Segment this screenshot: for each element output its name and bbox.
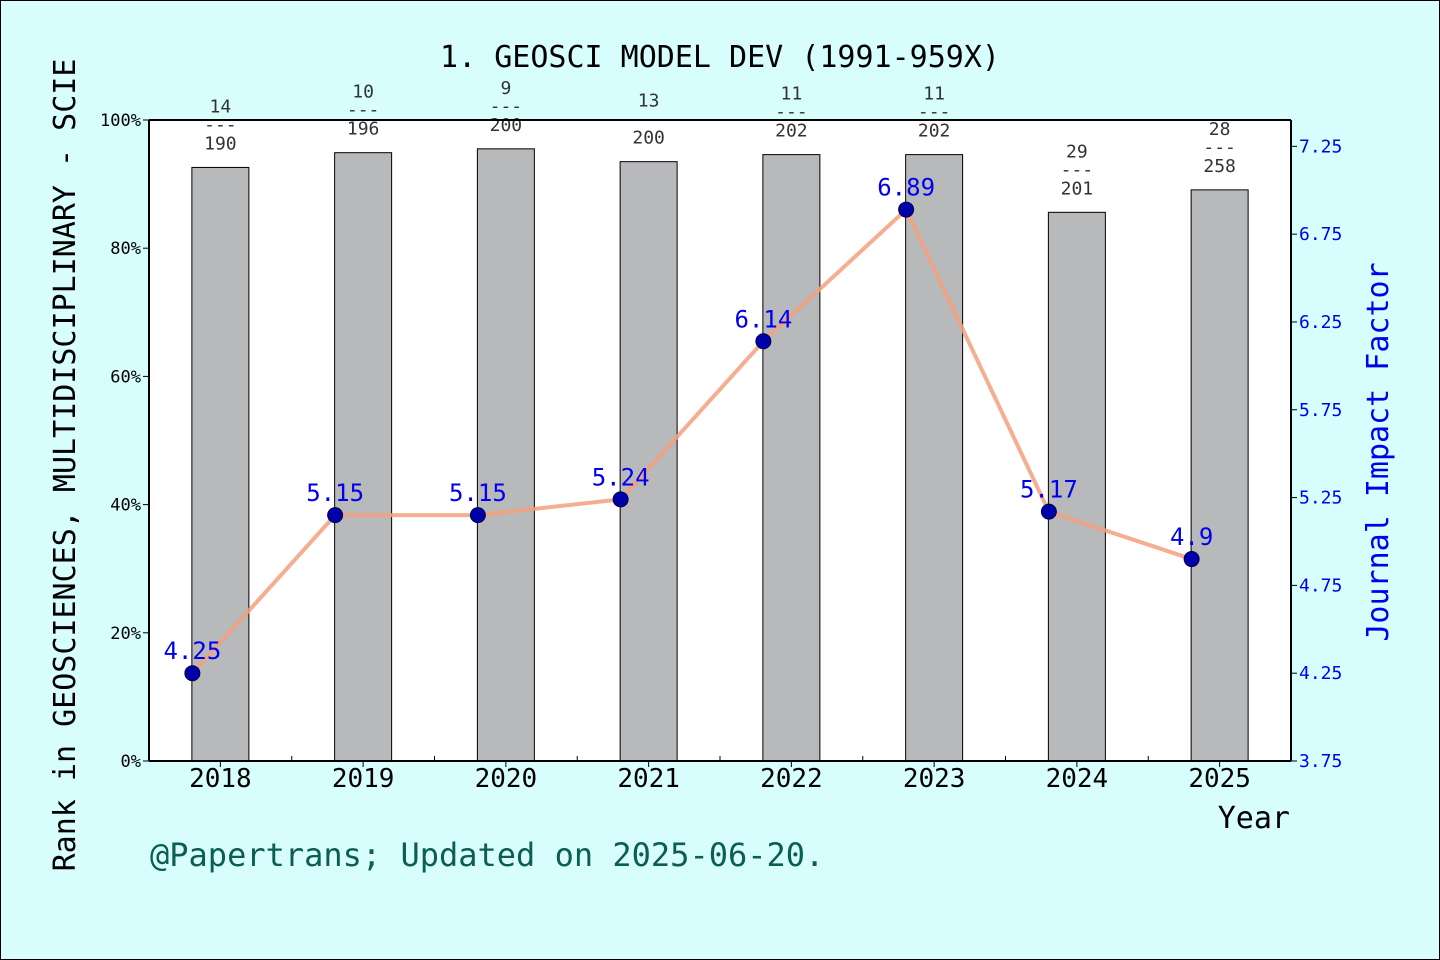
rank-separator-2018: --- — [204, 114, 237, 135]
rank-total-2025: 258 — [1203, 156, 1236, 177]
impact-marker-2023 — [898, 201, 915, 218]
rank-label-2022: 11 — [781, 84, 803, 105]
rank-total-2021: 200 — [632, 128, 665, 149]
impact-factor-line — [190, 207, 1193, 675]
impact-value-2018: 4.25 — [163, 637, 221, 665]
x-tick-label-2023: 2023 — [903, 764, 966, 794]
impact-marker-2024 — [1040, 503, 1057, 520]
y-tick-label: 40% — [110, 496, 141, 516]
rank-labels-layer: 14---19010---1969---20013---20011---2021… — [204, 78, 1236, 199]
rank-separator-2019: --- — [347, 100, 380, 121]
x-tick-label-2020: 2020 — [475, 764, 538, 794]
bar-2019 — [334, 152, 393, 762]
y-axis-label: Rank in GEOSCIENCES, MULTIDISCIPLINARY -… — [48, 59, 83, 872]
y2-tick-label: 4.75 — [1299, 575, 1342, 596]
impact-value-2020: 5.15 — [449, 479, 507, 507]
rank-separator-2024: --- — [1061, 159, 1094, 180]
y-tick-label: 60% — [110, 367, 141, 387]
impact-value-2019: 5.15 — [306, 479, 364, 507]
rank-total-2023: 202 — [918, 121, 951, 142]
y2-tick-label: 6.75 — [1299, 224, 1342, 245]
impact-marker-2025 — [1183, 551, 1200, 568]
y-tick-label: 100% — [100, 111, 141, 131]
x-tick-label-2018: 2018 — [189, 764, 252, 794]
bar-2018 — [191, 166, 250, 762]
bar-2025 — [1190, 189, 1249, 762]
impact-value-2023: 6.89 — [877, 174, 935, 202]
rank-label-2018: 14 — [210, 96, 232, 117]
bar-2022 — [762, 154, 821, 762]
y2-tick-label: 5.75 — [1299, 400, 1342, 421]
impact-marker-2020 — [469, 507, 486, 524]
impact-value-2021: 5.24 — [592, 463, 650, 491]
impact-marker-2019 — [327, 507, 344, 524]
rank-label-2023: 11 — [923, 84, 945, 105]
rank-label-2020: 9 — [500, 78, 511, 99]
rank-label-2025: 28 — [1209, 119, 1231, 140]
rank-total-2024: 201 — [1061, 178, 1094, 199]
y-tick-label: 20% — [110, 624, 141, 644]
impact-value-2024: 5.17 — [1020, 476, 1078, 504]
line-layer: 4.25 5.15 5.15 5.24 6.14 6.89 5.17 4.9 — [163, 174, 1213, 682]
y2-tick-label: 6.25 — [1299, 312, 1342, 333]
y2-tick-label: 5.25 — [1299, 488, 1342, 509]
y2-tick-label: 4.25 — [1299, 663, 1342, 684]
rank-separator-2020: --- — [490, 96, 523, 117]
axes-layer: 0% 20% 40% 60% 80% 100% 3.75 4.25 4.75 5.25 5.75 6.… — [100, 111, 1342, 794]
y2-tick-label: 7.25 — [1299, 136, 1342, 157]
y2-axis-label: Journal Impact Factor — [1361, 262, 1396, 641]
rank-label-2021: 13 — [638, 91, 660, 112]
rank-separator-2025: --- — [1203, 137, 1236, 158]
rank-label-2019: 10 — [352, 82, 374, 103]
rank-separator-2023: --- — [918, 102, 951, 123]
impact-marker-2018 — [184, 665, 201, 682]
impact-value-2025: 4.9 — [1170, 523, 1213, 551]
bar-2021 — [619, 161, 678, 762]
chart-title: 1. GEOSCI MODEL DEV (1991-959X) — [440, 40, 1000, 75]
bar-2020 — [476, 148, 535, 762]
x-tick-label-2022: 2022 — [760, 764, 823, 794]
x-tick-label-2021: 2021 — [617, 764, 680, 794]
rank-total-2019: 196 — [347, 119, 380, 140]
y-tick-label: 80% — [110, 239, 141, 259]
impact-marker-2021 — [612, 491, 629, 508]
rank-total-2018: 190 — [204, 133, 237, 154]
footer-credit: @Papertrans; Updated on 2025-06-20. — [150, 836, 824, 874]
rank-total-2022: 202 — [775, 121, 808, 142]
bar-2023 — [905, 154, 964, 762]
rank-total-2020: 200 — [490, 115, 523, 136]
impact-marker-2022 — [755, 333, 772, 350]
y2-tick-label: 3.75 — [1299, 751, 1342, 772]
impact-value-2022: 6.14 — [734, 305, 792, 333]
x-tick-label-2024: 2024 — [1046, 764, 1109, 794]
x-tick-label-2025: 2025 — [1188, 764, 1251, 794]
rank-label-2024: 29 — [1066, 141, 1088, 162]
rank-separator-2022: --- — [775, 102, 808, 123]
plot-area — [149, 120, 1291, 761]
x-axis-label: Year — [1218, 801, 1290, 836]
bar-2024 — [1047, 211, 1106, 762]
x-tick-label-2019: 2019 — [332, 764, 395, 794]
y-tick-label: 0% — [121, 752, 141, 772]
